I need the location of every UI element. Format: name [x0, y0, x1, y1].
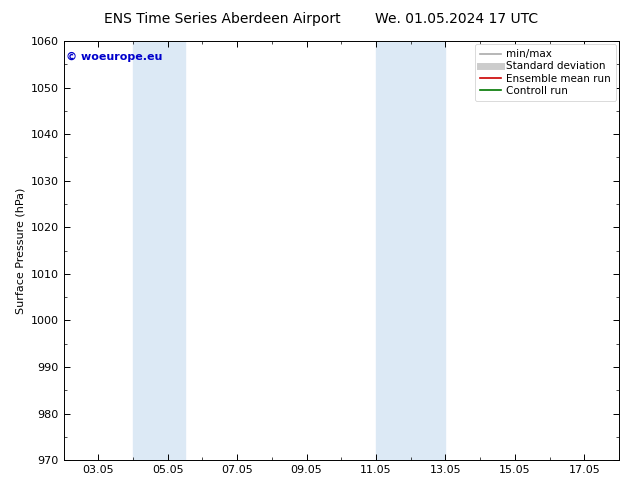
Bar: [376, 41, 446, 460]
Text: We. 01.05.2024 17 UTC: We. 01.05.2024 17 UTC: [375, 12, 538, 26]
Text: ENS Time Series Aberdeen Airport: ENS Time Series Aberdeen Airport: [103, 12, 340, 26]
Text: © woeurope.eu: © woeurope.eu: [67, 51, 163, 62]
Bar: [133, 41, 185, 460]
Legend: min/max, Standard deviation, Ensemble mean run, Controll run: min/max, Standard deviation, Ensemble me…: [475, 44, 616, 101]
Y-axis label: Surface Pressure (hPa): Surface Pressure (hPa): [15, 187, 25, 314]
